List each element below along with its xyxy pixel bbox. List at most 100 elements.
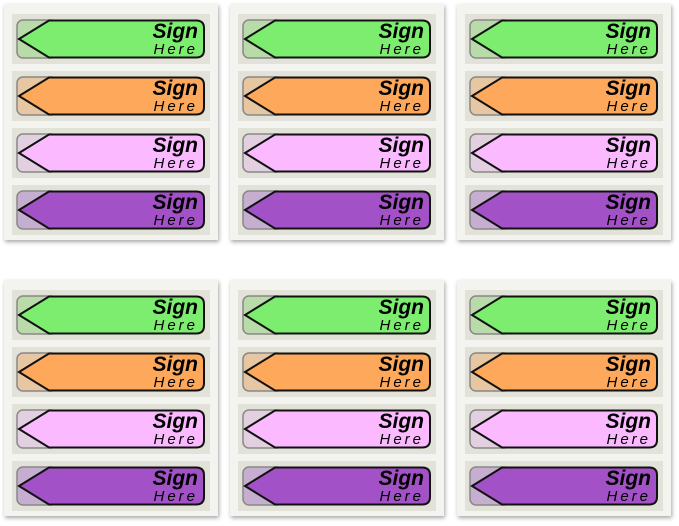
arrow-flag-icon [242,466,431,506]
arrow-flag-icon [16,409,205,449]
sign-here-flag: Sign Here [469,133,659,173]
sign-here-flag: Sign Here [242,19,432,59]
flag-label-here: Here [153,98,198,115]
flag-label-here: Here [153,374,198,391]
flag-strip-orange: Sign Here [465,71,663,121]
flag-sheet: Sign Here Sign Here Sign Here [457,4,671,240]
flag-strip-pink: Sign Here [12,404,210,454]
flag-label: Sign Here [379,192,425,228]
flag-label-here: Here [606,41,651,58]
arrow-flag-icon [242,19,431,59]
flag-label-here: Here [606,488,651,505]
flag-label: Sign Here [606,468,652,504]
flag-label-here: Here [379,155,424,172]
flag-label: Sign Here [606,297,652,333]
flag-label: Sign Here [379,21,425,57]
sign-here-flag: Sign Here [469,466,659,506]
flag-label-here: Here [606,212,651,229]
flag-label-sign: Sign [605,296,652,319]
flag-label-sign: Sign [152,353,199,376]
flag-label-sign: Sign [605,20,652,43]
arrow-flag-icon [242,295,431,335]
flag-label-sign: Sign [152,191,199,214]
flag-label-here: Here [606,317,651,334]
arrow-flag-icon [16,76,205,116]
sign-here-flag: Sign Here [16,76,206,116]
flag-label-sign: Sign [605,134,652,157]
flag-label-here: Here [379,212,424,229]
arrow-flag-icon [242,133,431,173]
sign-here-flag: Sign Here [16,133,206,173]
flag-label: Sign Here [153,78,199,114]
flag-strip-green: Sign Here [465,14,663,64]
flag-label-sign: Sign [605,353,652,376]
flag-strip-pink: Sign Here [12,128,210,178]
sign-here-flag: Sign Here [469,190,659,230]
flag-label: Sign Here [606,192,652,228]
flag-label-here: Here [153,212,198,229]
flag-sheet: Sign Here Sign Here Sign Here [4,4,218,240]
flag-label-here: Here [606,155,651,172]
flag-label-here: Here [379,488,424,505]
flag-strip-orange: Sign Here [465,347,663,397]
flag-label: Sign Here [153,297,199,333]
flag-label-here: Here [153,488,198,505]
flag-label-here: Here [379,374,424,391]
sign-here-flag: Sign Here [242,466,432,506]
arrow-flag-icon [16,352,205,392]
flag-sheet: Sign Here Sign Here Sign Here [4,280,218,516]
flag-strip-purple: Sign Here [465,461,663,511]
flag-strip-green: Sign Here [12,14,210,64]
arrow-flag-icon [16,190,205,230]
sign-here-flag: Sign Here [16,190,206,230]
arrow-flag-icon [469,466,658,506]
flag-label-sign: Sign [378,410,425,433]
arrow-flag-icon [16,133,205,173]
flag-strip-green: Sign Here [238,290,436,340]
flag-label-sign: Sign [378,191,425,214]
flag-label: Sign Here [606,135,652,171]
sign-here-flag: Sign Here [16,409,206,449]
arrow-flag-icon [242,352,431,392]
flag-label-sign: Sign [605,410,652,433]
flag-label-sign: Sign [378,296,425,319]
flag-strip-green: Sign Here [238,14,436,64]
flag-strip-orange: Sign Here [238,347,436,397]
arrow-flag-icon [469,133,658,173]
arrow-flag-icon [16,295,205,335]
sign-here-flag: Sign Here [469,352,659,392]
sign-here-flag: Sign Here [242,409,432,449]
flag-label: Sign Here [153,354,199,390]
flag-label-here: Here [379,98,424,115]
flag-label: Sign Here [153,192,199,228]
flag-label: Sign Here [379,411,425,447]
arrow-flag-icon [242,190,431,230]
sign-here-flag: Sign Here [242,133,432,173]
flag-label-sign: Sign [378,134,425,157]
flag-label: Sign Here [379,297,425,333]
flag-label-here: Here [153,317,198,334]
flag-label-here: Here [606,374,651,391]
flag-strip-pink: Sign Here [465,404,663,454]
flag-strip-purple: Sign Here [465,185,663,235]
flag-label-here: Here [153,41,198,58]
sign-here-flag: Sign Here [242,352,432,392]
sign-here-flag: Sign Here [469,409,659,449]
flag-label: Sign Here [606,21,652,57]
sign-here-flag: Sign Here [242,190,432,230]
flag-label-sign: Sign [378,467,425,490]
sign-here-flag: Sign Here [242,76,432,116]
arrow-flag-icon [469,19,658,59]
arrow-flag-icon [469,409,658,449]
flag-strip-purple: Sign Here [12,461,210,511]
flag-strip-green: Sign Here [465,290,663,340]
flag-strip-orange: Sign Here [12,71,210,121]
flag-label-sign: Sign [152,410,199,433]
flag-label-sign: Sign [152,77,199,100]
flag-label-sign: Sign [152,20,199,43]
flag-strip-purple: Sign Here [238,185,436,235]
flag-strip-orange: Sign Here [238,71,436,121]
flag-label-here: Here [153,155,198,172]
arrow-flag-icon [242,409,431,449]
flag-strip-pink: Sign Here [465,128,663,178]
